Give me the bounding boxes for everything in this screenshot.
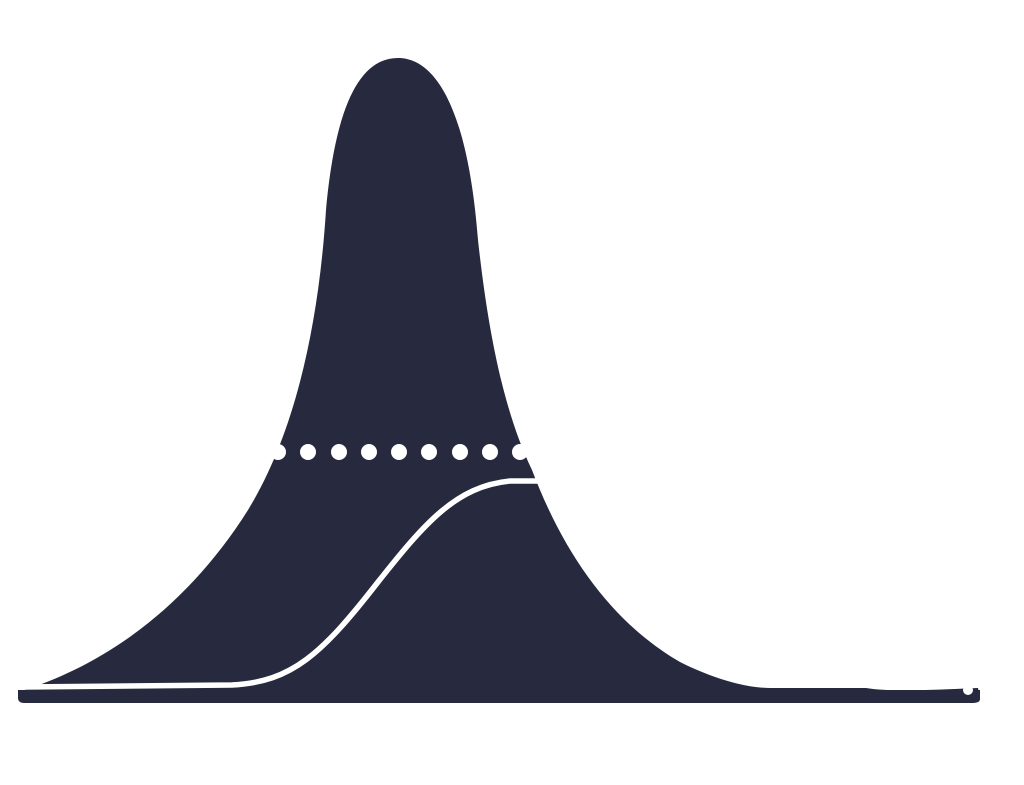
- dot: [270, 444, 286, 460]
- dot: [361, 444, 377, 460]
- dot: [452, 444, 468, 460]
- dot: [482, 444, 498, 460]
- dotted-line: [270, 444, 528, 460]
- dot: [331, 444, 347, 460]
- dot: [512, 444, 528, 460]
- s-curve-line: [19, 478, 543, 690]
- endpoint-notch: [963, 685, 973, 695]
- dot: [300, 444, 316, 460]
- dot: [391, 444, 407, 460]
- dot: [421, 444, 437, 460]
- bell-curve-shape: [18, 58, 980, 702]
- baseline-bar: [18, 690, 980, 703]
